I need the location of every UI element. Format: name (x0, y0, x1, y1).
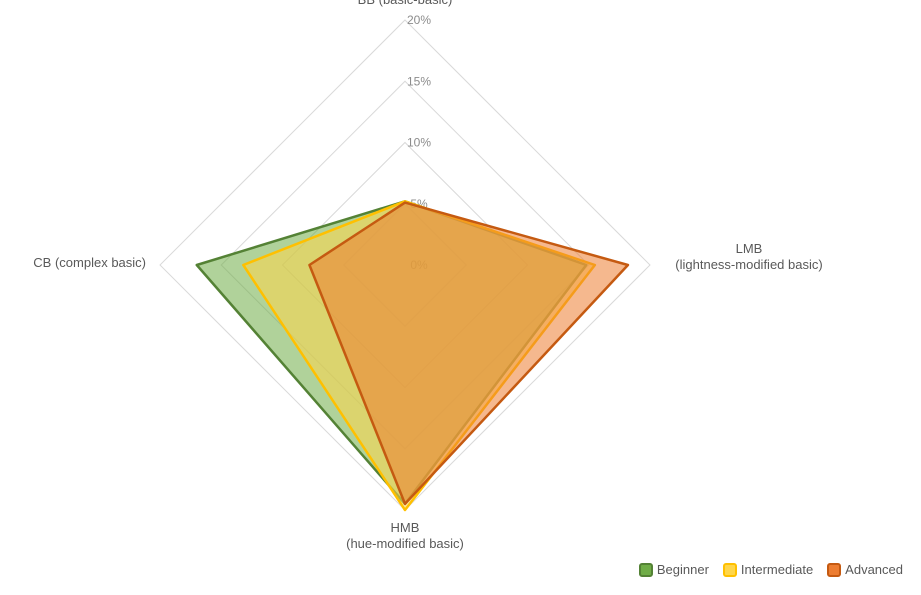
svg-text:20%: 20% (407, 13, 431, 27)
radar-svg: 0%5%10%15%20% (0, 0, 921, 595)
radar-chart: 0%5%10%15%20% BB (basic-basic) LMB(light… (0, 0, 921, 595)
legend-item-intermediate: Intermediate (723, 562, 813, 577)
legend-item-advanced: Advanced (827, 562, 903, 577)
svg-text:10%: 10% (407, 136, 431, 150)
legend: Beginner Intermediate Advanced (639, 562, 903, 577)
legend-swatch-intermediate (723, 563, 737, 577)
legend-label-beginner: Beginner (657, 562, 709, 577)
legend-swatch-advanced (827, 563, 841, 577)
svg-text:15%: 15% (407, 74, 431, 88)
legend-label-advanced: Advanced (845, 562, 903, 577)
legend-swatch-beginner (639, 563, 653, 577)
legend-label-intermediate: Intermediate (741, 562, 813, 577)
legend-item-beginner: Beginner (639, 562, 709, 577)
